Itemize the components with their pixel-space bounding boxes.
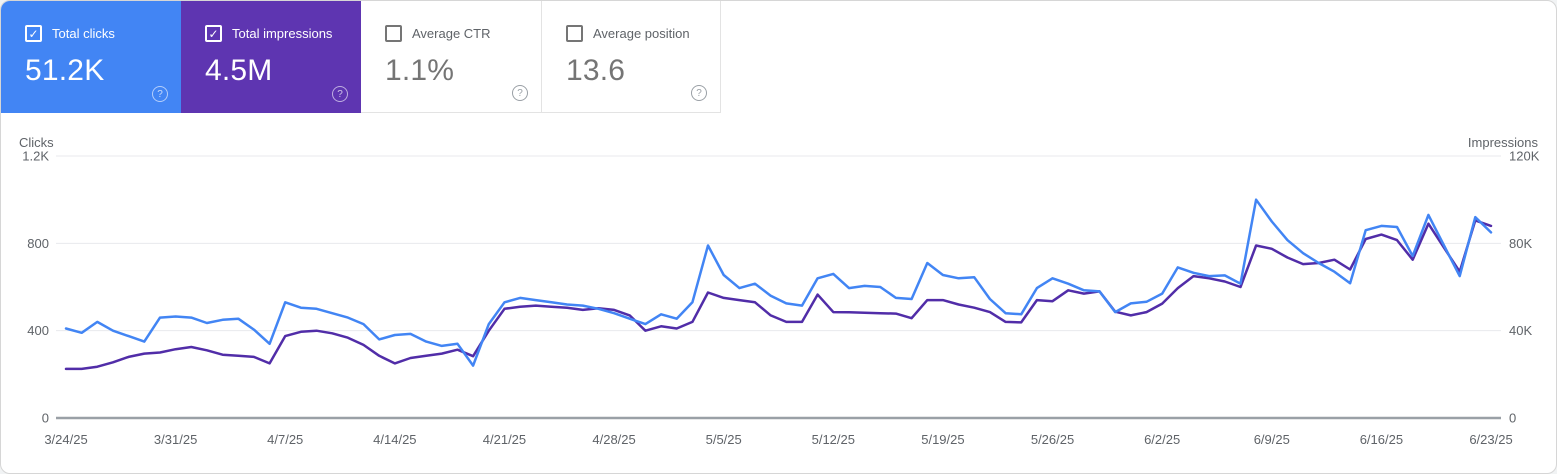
metric-card-total-clicks[interactable]: Total clicks 51.2K — [1, 1, 181, 113]
card-label: Total impressions — [232, 26, 333, 41]
x-axis-date-label: 3/31/25 — [154, 432, 197, 447]
help-icon[interactable] — [152, 86, 168, 102]
metric-card-average-position[interactable]: Average position 13.6 — [541, 1, 721, 113]
x-axis-date-label: 6/23/25 — [1469, 432, 1512, 447]
help-icon[interactable] — [332, 86, 348, 102]
card-header: Average position — [566, 25, 720, 42]
x-axis-date-label: 4/14/25 — [373, 432, 416, 447]
metric-card-average-ctr[interactable]: Average CTR 1.1% — [361, 1, 541, 113]
card-label: Total clicks — [52, 26, 115, 41]
card-header: Average CTR — [385, 25, 541, 42]
average-position-value: 13.6 — [566, 54, 626, 87]
clicks-impressions-line-chart[interactable]: Clicks Impressions 1.2K 800 400 0 120K 80K 40K 0 3… — [1, 131, 1557, 474]
x-axis-date-label: 5/12/25 — [812, 432, 855, 447]
card-header: Total impressions — [205, 25, 361, 42]
x-axis-date-label: 3/24/25 — [44, 432, 87, 447]
average-position-checkbox[interactable] — [566, 25, 583, 42]
total-impressions-checkbox[interactable] — [205, 25, 222, 42]
help-icon[interactable] — [512, 85, 528, 101]
right-axis-tick-label: 40K — [1509, 323, 1532, 338]
left-axis-tick-label: 800 — [27, 236, 49, 251]
line-total-clicks — [64, 198, 1493, 367]
average-ctr-value: 1.1% — [385, 54, 455, 87]
right-axis-tick-label: 0 — [1509, 411, 1516, 426]
left-axis-tick-label: 400 — [27, 323, 49, 338]
x-axis-date-label: 6/16/25 — [1360, 432, 1403, 447]
right-axis-tick-label: 120K — [1509, 149, 1540, 164]
left-axis-tick-label: 0 — [42, 411, 49, 426]
metric-card-total-impressions[interactable]: Total impressions 4.5M — [181, 1, 361, 113]
right-axis-title: Impressions — [1468, 135, 1539, 150]
help-icon[interactable] — [691, 85, 707, 101]
x-axis-date-label: 4/28/25 — [592, 432, 635, 447]
line-total-impressions — [64, 219, 1493, 371]
card-header: Total clicks — [25, 25, 181, 42]
x-axis-date-label: 5/19/25 — [921, 432, 964, 447]
card-label: Average CTR — [412, 26, 491, 41]
x-axis-date-label: 5/26/25 — [1031, 432, 1074, 447]
performance-chart[interactable]: Clicks Impressions 1.2K 800 400 0 120K 80K 40K 0 3… — [1, 131, 1557, 474]
metric-cards-row: Total clicks 51.2K Total impressions 4.5… — [1, 1, 1556, 113]
total-clicks-value: 51.2K — [25, 54, 105, 87]
left-axis-tick-label: 1.2K — [22, 149, 49, 164]
x-axis-date-label: 6/2/25 — [1144, 432, 1180, 447]
card-label: Average position — [593, 26, 690, 41]
left-axis-title: Clicks — [19, 135, 54, 150]
total-impressions-value: 4.5M — [205, 54, 273, 87]
x-axis-date-label: 6/9/25 — [1254, 432, 1290, 447]
x-axis-date-label: 4/21/25 — [483, 432, 526, 447]
x-axis-date-label: 5/5/25 — [706, 432, 742, 447]
x-axis-date-label: 4/7/25 — [267, 432, 303, 447]
average-ctr-checkbox[interactable] — [385, 25, 402, 42]
total-clicks-checkbox[interactable] — [25, 25, 42, 42]
right-axis-tick-label: 80K — [1509, 236, 1532, 251]
